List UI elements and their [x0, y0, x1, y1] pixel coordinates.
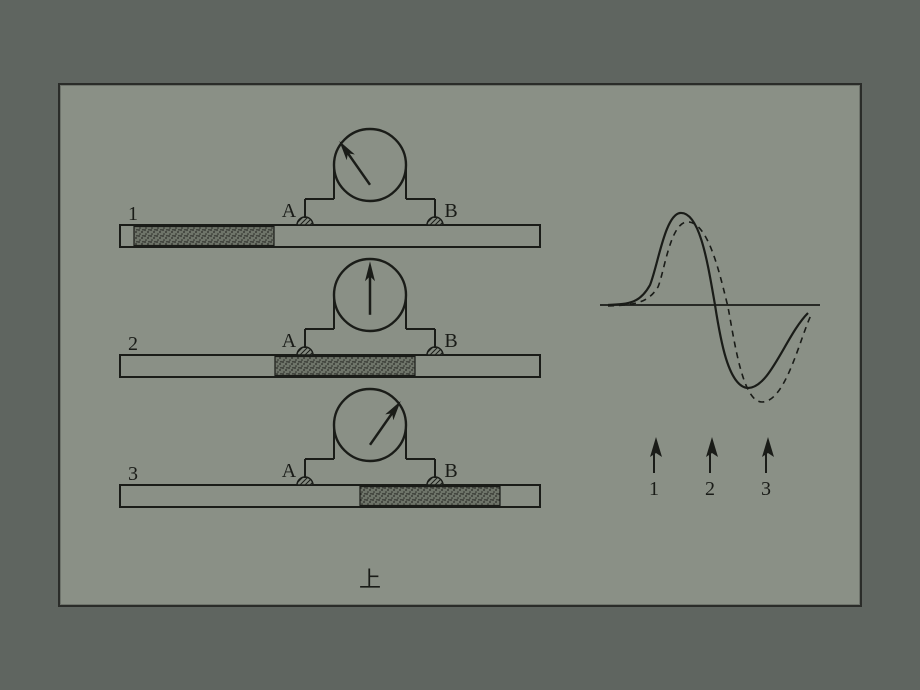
chart-arrow-label-2: 2 — [705, 478, 715, 500]
chart-arrow-label-3: 3 — [761, 478, 771, 500]
page-root: 1 A B 2 A B 3 A B 1 2 3 上 — [0, 0, 920, 690]
electrode-b — [427, 217, 443, 225]
electrode-a — [297, 477, 313, 485]
label-b: B — [444, 200, 457, 222]
excited-region — [134, 227, 274, 246]
electrode-b — [427, 347, 443, 355]
meter-icon — [334, 129, 406, 201]
diagram-svg: 1 A B 2 A B 3 A B 1 2 3 上 — [60, 85, 860, 605]
meter-icon — [334, 389, 406, 461]
row-3: 3 A B — [120, 389, 540, 507]
row-1: 1 A B — [120, 129, 540, 247]
diagram-panel: 1 A B 2 A B 3 A B 1 2 3 上 — [58, 83, 862, 607]
excited-region — [275, 357, 415, 376]
chart-curve-dashed — [608, 222, 812, 402]
label-a: A — [282, 330, 297, 352]
row-number: 1 — [128, 203, 138, 225]
chart-arrow-label-1: 1 — [649, 478, 659, 500]
row-number: 2 — [128, 333, 138, 355]
label-a: A — [282, 200, 297, 222]
electrode-a — [297, 217, 313, 225]
rows-group: 1 A B 2 A B 3 A B — [120, 129, 540, 507]
excited-region — [360, 487, 500, 506]
chart-group: 1 2 3 — [600, 213, 820, 500]
row-2: 2 A B — [120, 259, 540, 377]
electrode-b — [427, 477, 443, 485]
bottom-caption: 上 — [359, 567, 381, 592]
label-b: B — [444, 330, 457, 352]
electrode-a — [297, 347, 313, 355]
label-a: A — [282, 460, 297, 482]
row-number: 3 — [128, 463, 138, 485]
chart-curve-solid — [608, 213, 808, 388]
label-b: B — [444, 460, 457, 482]
